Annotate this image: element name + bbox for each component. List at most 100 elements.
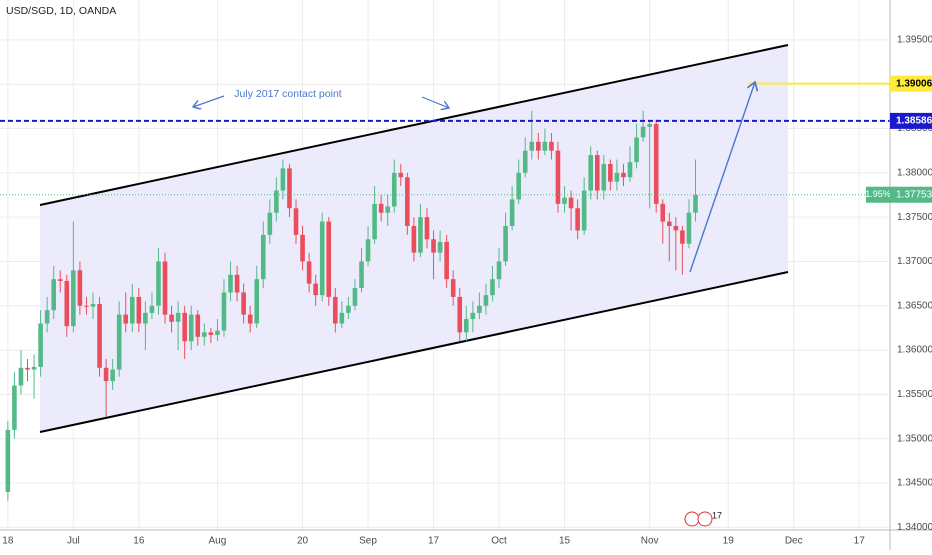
price-label: 1.38586 [896, 116, 932, 127]
candle-body [391, 172, 397, 207]
candle-body [594, 155, 600, 191]
x-tick-label: 19 [723, 536, 735, 547]
change-label: 1.95% [865, 189, 891, 199]
candle-body [260, 234, 266, 280]
candle-body [254, 279, 260, 324]
candle-body [418, 217, 423, 253]
candle-body [25, 367, 30, 370]
y-tick-label: 1.35000 [897, 433, 932, 444]
candle-body [202, 332, 207, 337]
candle-body [542, 141, 548, 151]
candle-body [5, 429, 11, 492]
candle-body [601, 163, 607, 191]
event-icon[interactable] [697, 511, 713, 527]
candle-body [608, 163, 613, 182]
candle-body [18, 367, 24, 386]
candle-body [385, 206, 390, 213]
candle-body [680, 230, 685, 244]
x-tick-label: Oct [491, 536, 507, 547]
candle-body [359, 261, 364, 289]
candle-body [431, 239, 436, 253]
candle-body [509, 199, 515, 227]
candle-body [457, 296, 463, 333]
candle-body [103, 367, 109, 382]
candle-body [647, 124, 652, 127]
candle-body [346, 305, 351, 313]
projection-arrow [689, 82, 755, 273]
candle-body [247, 314, 253, 324]
candle-body [470, 312, 476, 320]
candle-body [411, 226, 417, 253]
y-tick-label: 1.36000 [897, 345, 932, 356]
candle-body [215, 330, 220, 336]
candle-body [555, 150, 561, 204]
annotation-arrow [421, 96, 449, 108]
candle-body [182, 312, 187, 342]
candle-body [496, 261, 502, 280]
candle-body [319, 221, 325, 296]
candle-body [64, 280, 70, 327]
price-label-box [890, 112, 932, 129]
x-tick-label: 20 [297, 536, 309, 547]
candle-body [483, 295, 489, 306]
candle-body [693, 194, 698, 213]
x-tick-label: Dec [785, 536, 803, 547]
candle-body [306, 261, 312, 284]
y-tick-label: 1.35500 [897, 389, 932, 400]
x-tick-label: Nov [641, 536, 659, 547]
candle-body [188, 314, 194, 342]
candle-body [143, 312, 148, 324]
event-icon[interactable] [684, 511, 700, 527]
candle-body [339, 312, 345, 324]
candle-body [575, 208, 580, 231]
candle-body [228, 274, 233, 293]
candle-body [352, 288, 358, 306]
channel-lower [39, 271, 789, 433]
candle-body [57, 279, 63, 281]
price-label-box [890, 186, 932, 203]
candle-body [116, 314, 122, 370]
candle-body [300, 234, 305, 262]
candle-body [208, 332, 214, 336]
x-tick-label: 18 [2, 536, 14, 547]
candle-body [175, 312, 181, 322]
y-tick-label: 1.37000 [897, 256, 932, 267]
candle-body [673, 226, 679, 231]
candle-body [274, 190, 279, 213]
candle-body [477, 305, 482, 313]
axes: 1.34000 1.34500 1.35000 1.35500 1.36000 1.365… [2, 35, 932, 547]
candle-body [44, 310, 50, 324]
candle-body [51, 279, 57, 311]
event-label: 17 [712, 510, 722, 520]
candle-body [77, 270, 83, 306]
annotation: July 2017 contact point [234, 88, 341, 100]
candle-body [84, 305, 89, 307]
price-label-box [890, 75, 932, 92]
candle-body [12, 385, 17, 430]
candle-body [123, 314, 129, 324]
candle-body [536, 141, 541, 151]
candle-body [522, 150, 528, 173]
candle-body [221, 292, 227, 331]
candle-body [313, 283, 318, 296]
candle-body [90, 303, 96, 307]
candle-body [378, 203, 384, 213]
candle-body [162, 261, 168, 315]
candle-body [280, 168, 286, 191]
candle-body [562, 197, 567, 204]
candle-body [634, 137, 639, 163]
x-tick-label: 17 [854, 536, 866, 547]
y-tick-label: 1.34000 [897, 522, 932, 533]
candle-body [267, 212, 273, 235]
y-tick-label: 1.37500 [897, 212, 932, 223]
candle-body [516, 172, 521, 200]
candle-body [444, 241, 449, 280]
candle-body [463, 319, 469, 333]
y-tick-label: 1.36500 [897, 300, 932, 311]
change-box [866, 186, 890, 203]
candle-body [405, 177, 410, 227]
candle-body [234, 274, 240, 293]
candle-body [398, 172, 404, 178]
candle-body [437, 241, 443, 253]
